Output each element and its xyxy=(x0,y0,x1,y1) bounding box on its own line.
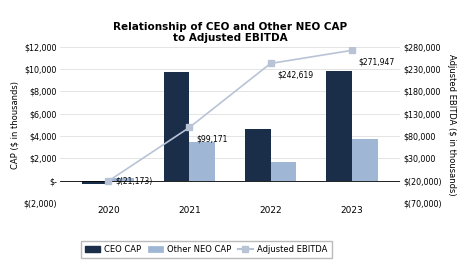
Bar xyxy=(325,71,351,180)
Adjusted EBITDA xyxy=(106,179,111,183)
Adjusted EBITDA xyxy=(348,49,353,52)
Adjusted EBITDA xyxy=(186,126,192,129)
Text: $242,619: $242,619 xyxy=(277,70,313,79)
Bar xyxy=(82,180,108,184)
Bar xyxy=(244,129,270,180)
Bar xyxy=(163,73,189,180)
Y-axis label: CAP ($ in thousands): CAP ($ in thousands) xyxy=(10,81,19,169)
Adjusted EBITDA xyxy=(267,62,273,65)
Bar xyxy=(189,141,215,180)
Text: $271,947: $271,947 xyxy=(358,57,394,66)
Title: Relationship of CEO and Other NEO CAP
to Adjusted EBITDA: Relationship of CEO and Other NEO CAP to… xyxy=(113,22,346,43)
Bar xyxy=(108,178,134,180)
Y-axis label: Adjusted EBITDA ($ in thousands): Adjusted EBITDA ($ in thousands) xyxy=(446,54,455,196)
Bar xyxy=(351,139,377,180)
Text: $(21,173): $(21,173) xyxy=(115,177,152,186)
Bar xyxy=(270,161,296,180)
Line: Adjusted EBITDA: Adjusted EBITDA xyxy=(106,48,353,184)
Legend: CEO CAP, Other NEO CAP, Adjusted EBITDA: CEO CAP, Other NEO CAP, Adjusted EBITDA xyxy=(80,240,331,258)
Text: $99,171: $99,171 xyxy=(196,134,227,143)
